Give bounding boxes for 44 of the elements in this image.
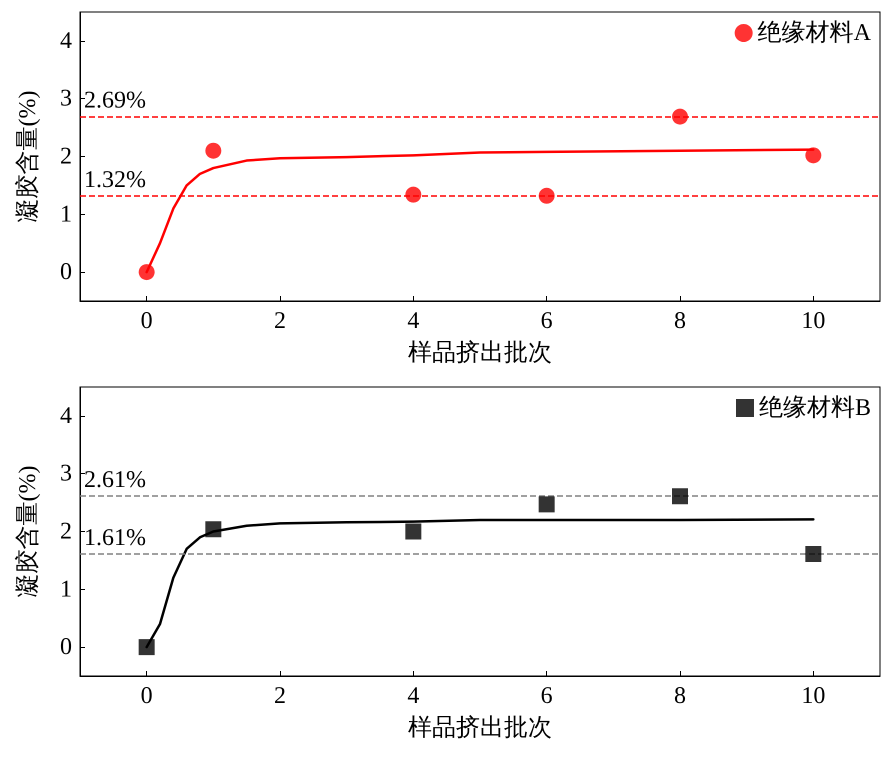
legend-label: 绝缘材料A bbox=[758, 20, 872, 46]
point bbox=[538, 188, 555, 204]
y-tick-label: 1 bbox=[60, 576, 72, 602]
point bbox=[138, 264, 155, 280]
point bbox=[672, 488, 688, 504]
y-tick-label: 4 bbox=[60, 28, 72, 54]
y-tick-label: 3 bbox=[60, 460, 72, 487]
point bbox=[205, 521, 222, 538]
ref-line-label: 1.61% bbox=[84, 525, 146, 552]
x-tick-label: 10 bbox=[801, 308, 826, 334]
x-tick-label: 2 bbox=[274, 683, 286, 709]
x-tick-label: 0 bbox=[140, 683, 153, 709]
x-tick-label: 10 bbox=[801, 683, 826, 709]
point bbox=[138, 639, 155, 656]
x-tick-label: 2 bbox=[274, 308, 286, 334]
point bbox=[672, 108, 688, 125]
ref-line-label: 2.69% bbox=[84, 88, 146, 114]
y-tick-label: 0 bbox=[60, 634, 72, 660]
x-axis-title: 样品挤出批次 bbox=[408, 339, 552, 366]
point bbox=[405, 524, 422, 540]
x-tick-label: 4 bbox=[407, 683, 420, 709]
y-tick-label: 2 bbox=[60, 518, 72, 544]
y-tick-label: 3 bbox=[60, 86, 72, 112]
x-tick-label: 6 bbox=[540, 308, 553, 334]
y-axis-title: 凝胶含量(%) bbox=[14, 90, 41, 222]
x-tick-label: 8 bbox=[674, 308, 686, 334]
point bbox=[805, 546, 822, 562]
point bbox=[205, 142, 222, 159]
point bbox=[538, 496, 555, 512]
ref-line-label: 1.32% bbox=[84, 166, 146, 193]
y-axis-title: 凝胶含量(%) bbox=[14, 466, 41, 598]
x-axis-title: 样品挤出批次 bbox=[408, 714, 552, 741]
y-tick-label: 1 bbox=[60, 201, 72, 228]
x-tick-label: 6 bbox=[540, 683, 553, 709]
y-tick-label: 2 bbox=[60, 144, 72, 170]
x-tick-label: 4 bbox=[407, 308, 420, 334]
legend-label: 绝缘材料B bbox=[758, 395, 872, 421]
ref-line-label: 2.61% bbox=[84, 467, 146, 494]
y-tick-label: 4 bbox=[60, 402, 72, 429]
x-tick-label: 0 bbox=[140, 308, 153, 334]
x-tick-label: 8 bbox=[674, 683, 686, 709]
point bbox=[805, 147, 822, 164]
point bbox=[405, 186, 422, 203]
y-tick-label: 0 bbox=[60, 259, 72, 286]
